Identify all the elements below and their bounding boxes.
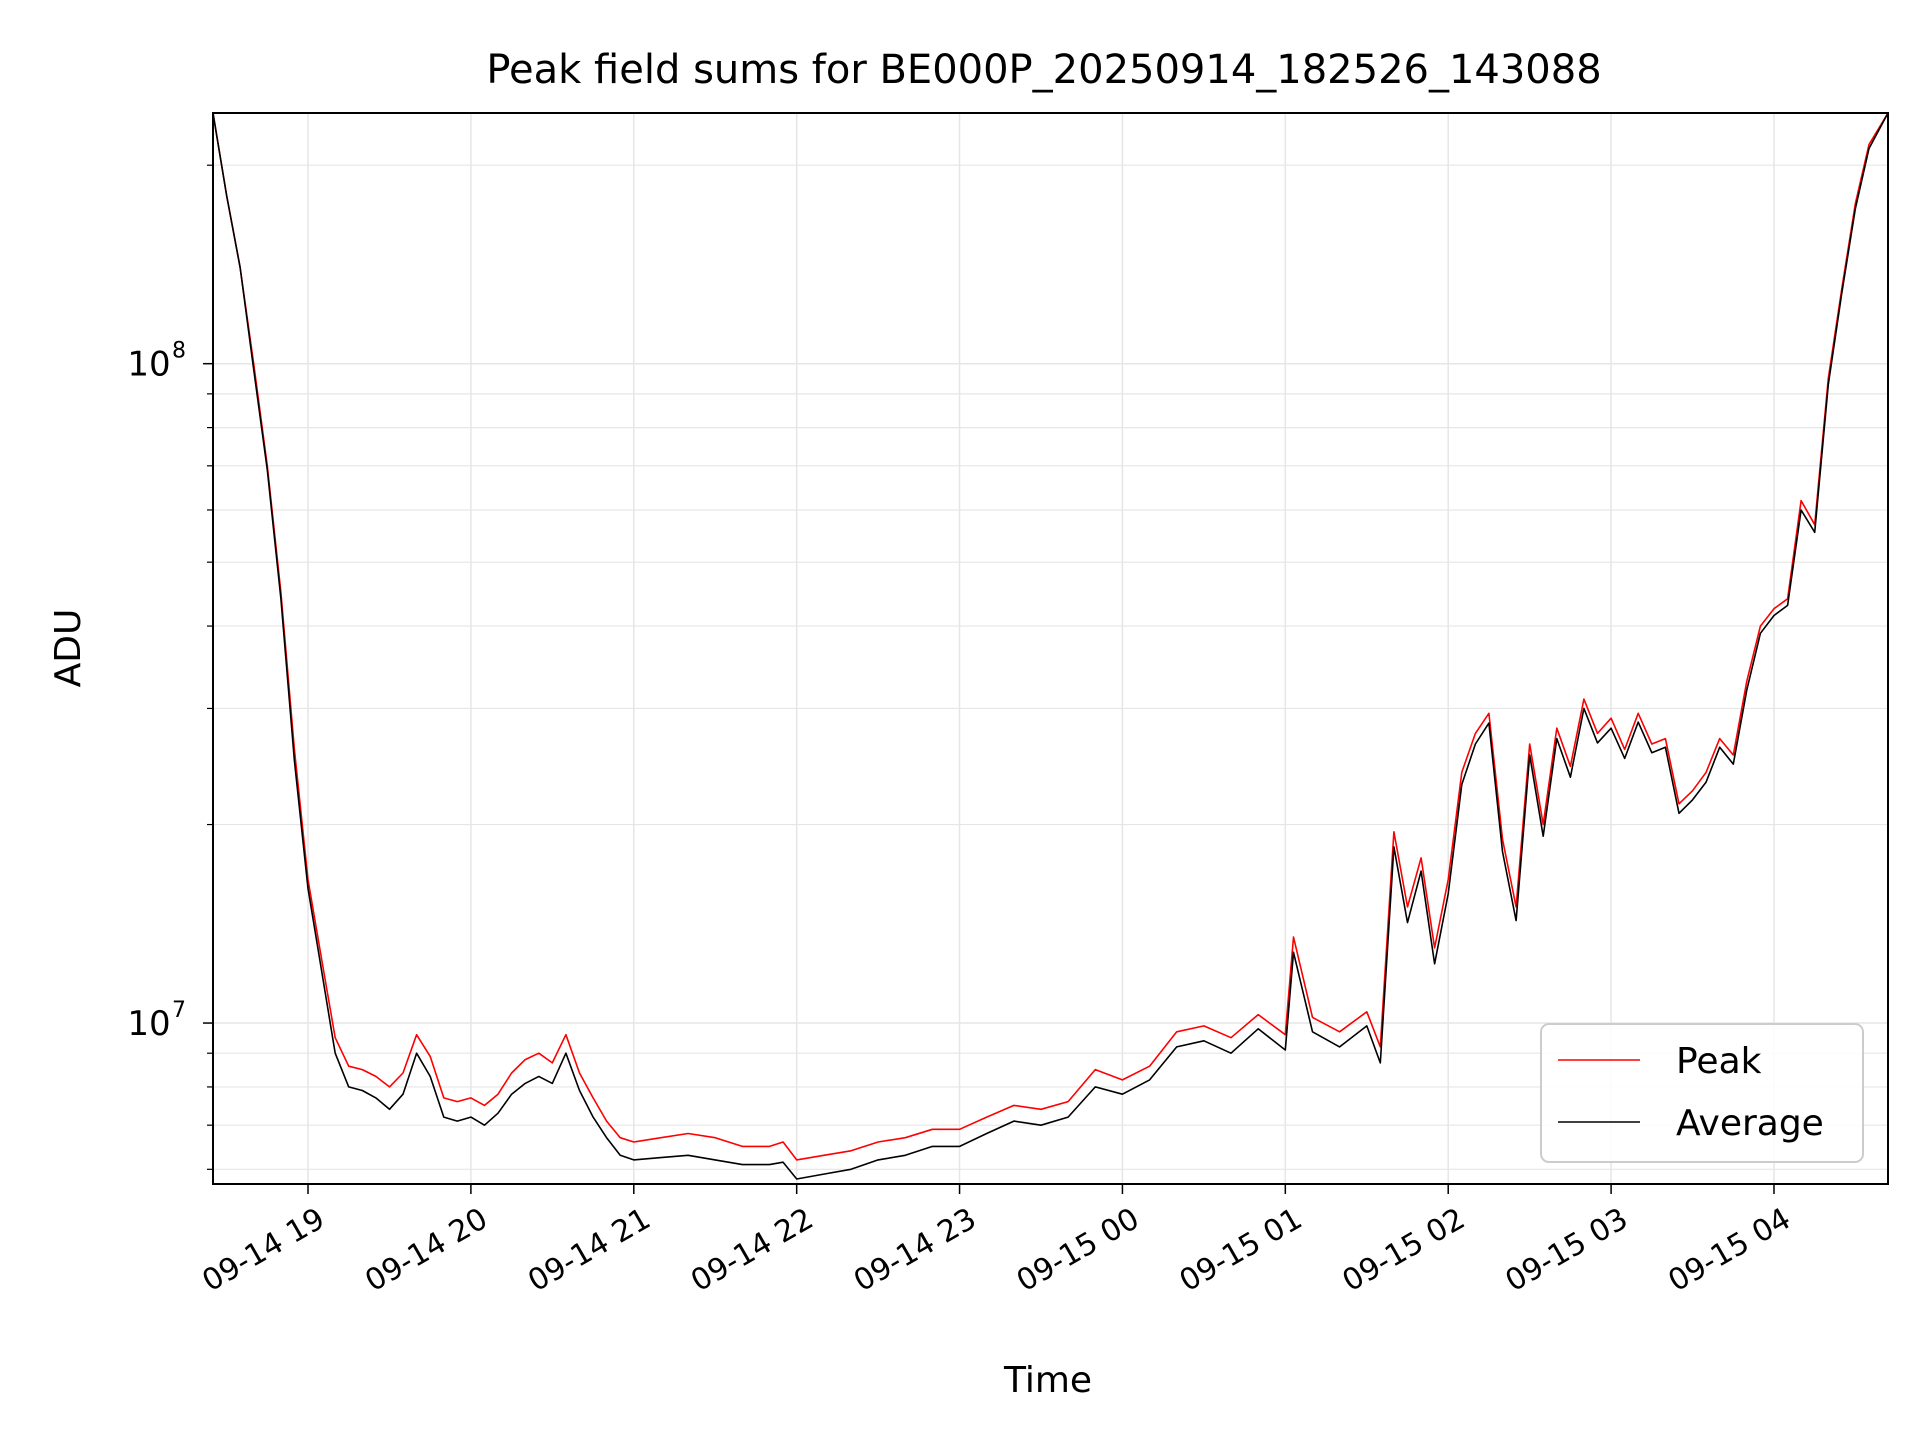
plot-area [212,112,1889,1180]
legend-average-label: Average [1676,1103,1824,1144]
y-tick-label: 10 [127,345,170,385]
y-axis-label: ADU [48,609,89,688]
x-axis-label: Time [1003,1360,1092,1401]
y-tick-label: 10 [127,1004,170,1044]
grid [213,113,1888,1184]
y-tick-label-exponent: 8 [172,339,186,364]
y-tick-label-exponent: 7 [172,998,186,1023]
series-line-peak [212,112,1889,1161]
chart-title: Peak field sums for BE000P_20250914_1825… [486,47,1601,93]
legend: Peak Average [1540,1023,1864,1163]
series-line-average [212,112,1889,1180]
axes-frame [212,112,1889,1185]
legend-box [1540,1023,1864,1163]
legend-peak-label: Peak [1676,1041,1762,1082]
